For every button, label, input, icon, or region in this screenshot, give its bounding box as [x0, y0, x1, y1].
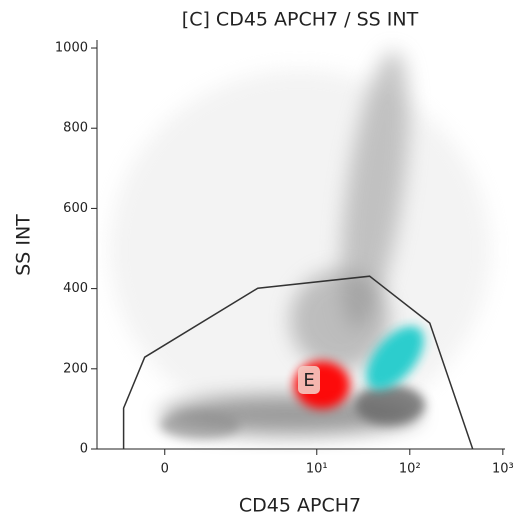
gate-label-box: [298, 366, 320, 394]
gate-polygon: [122, 275, 474, 450]
event-clouds: [110, 51, 490, 439]
y-tick-label: 400: [63, 281, 88, 296]
chart-title: [C] CD45 APCH7 / SS INT: [182, 9, 419, 31]
y-axis-label: SS INT: [13, 214, 35, 276]
y-tick-label: 800: [63, 121, 88, 136]
y-tick-label: 0: [80, 442, 88, 457]
y-tick-label: 600: [63, 201, 88, 216]
gate-label: E: [303, 370, 314, 391]
y-tick-label: 200: [63, 361, 88, 376]
x-tick-label: 0: [161, 462, 169, 477]
y-tick-label: 1000: [55, 41, 88, 56]
x-tick-label: 10²: [399, 462, 421, 477]
x-tick-label: 10³: [492, 462, 514, 477]
x-axis-label: CD45 APCH7: [239, 495, 361, 517]
x-tick-label: 10¹: [306, 462, 328, 477]
